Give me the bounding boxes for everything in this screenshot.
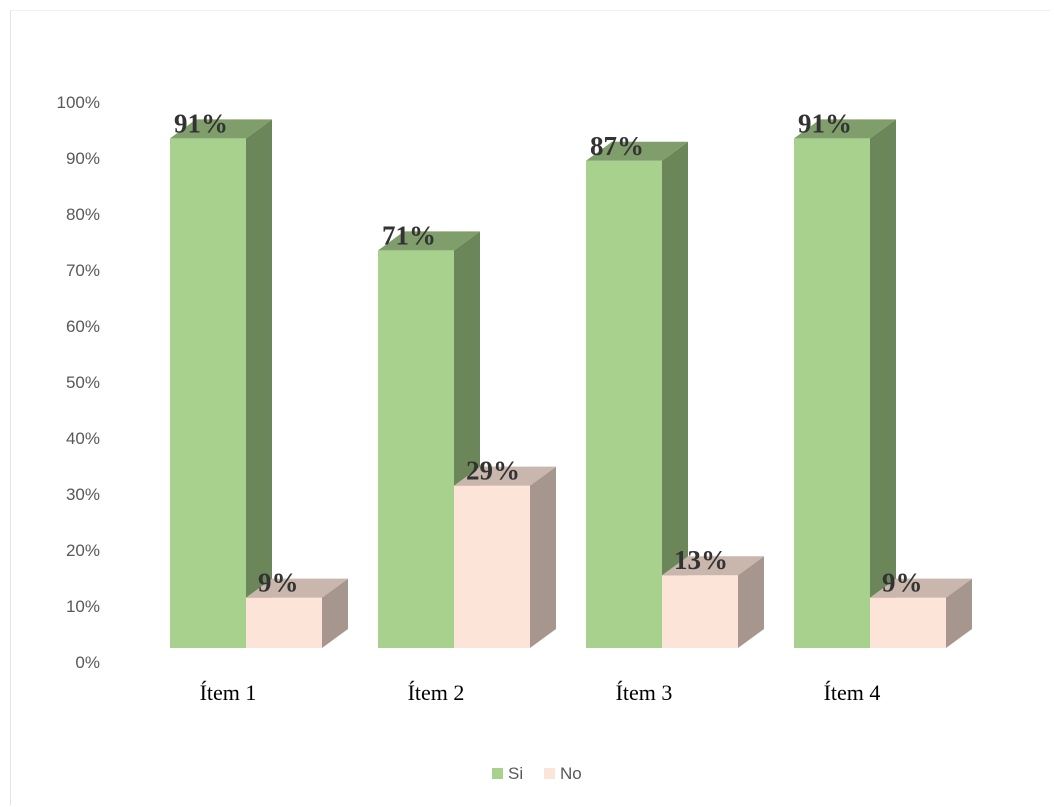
bar-top-no [870,578,972,598]
bar-side-si [246,119,272,648]
legend-swatch-no [544,768,555,779]
y-tick-label: 60% [66,317,100,336]
bar-side-no [530,466,556,648]
chart-frame [10,10,1050,805]
bar-front-si [586,160,662,649]
data-label-no: 9% [882,568,923,598]
category-label: Ítem 1 [200,680,257,705]
bar-front-si [794,138,870,648]
y-tick-label: 40% [66,429,100,448]
y-tick-label: 50% [66,373,100,392]
data-label-si: 91% [798,108,852,138]
y-tick-label: 80% [66,205,100,224]
bar-front-si [378,250,454,648]
category-label: Ítem 2 [408,680,465,705]
y-tick-label: 30% [66,485,100,504]
data-label-si: 91% [174,108,228,138]
bar-top-no [662,556,764,576]
bar-top-si [170,119,272,139]
legend-swatch-si [492,768,503,779]
legend-label-si: Si [508,764,523,783]
bar-side-si [870,119,896,648]
y-tick-label: 20% [66,541,100,560]
bar-front-no [454,485,530,648]
y-tick-label: 100% [57,93,100,112]
bar-side-no [322,578,348,648]
bar-front-no [870,597,946,648]
bar-top-si [794,119,896,139]
bar-front-si [170,138,246,648]
bar-top-si [586,141,688,161]
category-label: Ítem 3 [616,680,673,705]
bar-front-no [246,597,322,648]
y-tick-label: 0% [75,653,100,672]
bar-side-si [662,141,688,649]
y-tick-label: 90% [66,149,100,168]
bar-top-si [378,231,480,251]
y-tick-label: 70% [66,261,100,280]
category-label: Ítem 4 [824,680,881,705]
bar-top-no [246,578,348,598]
bar-front-no [662,575,738,648]
data-label-no: 29% [466,456,520,486]
data-label-no: 9% [258,568,299,598]
y-tick-label: 10% [66,597,100,616]
legend-label-no: No [560,764,582,783]
data-label-si: 71% [382,220,436,250]
bar-side-no [738,556,764,648]
data-label-no: 13% [674,545,728,575]
bar-top-no [454,466,556,486]
bar-side-no [946,578,972,648]
data-label-si: 87% [590,131,644,161]
